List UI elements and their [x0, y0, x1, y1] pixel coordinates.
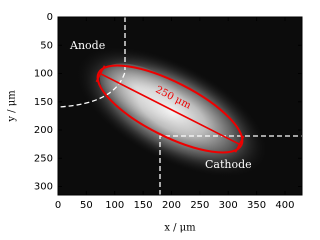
- ellipse-outline: [96, 64, 244, 154]
- x-tick-label: 150: [134, 200, 153, 211]
- cathode-label: Cathode: [205, 158, 252, 171]
- image: [58, 17, 302, 195]
- y-tick-label: 250: [34, 153, 53, 164]
- anode-label: Anode: [69, 39, 105, 52]
- plot-frame: [57, 16, 303, 196]
- y-tick-label: 50: [40, 40, 53, 51]
- x-tick-label: 350: [247, 200, 266, 211]
- y-tick-label: 200: [34, 125, 53, 136]
- x-tick-label: 100: [105, 200, 124, 211]
- x-tick-label: 200: [162, 200, 181, 211]
- y-tick-label: 100: [34, 69, 53, 80]
- cathode-boundary: [159, 135, 302, 195]
- x-tick-label: 0: [55, 200, 61, 211]
- x-tick-label: 50: [80, 200, 93, 211]
- y-tick-label: 300: [34, 182, 53, 193]
- x-tick-label: 300: [219, 200, 238, 211]
- anode-boundary: [58, 17, 126, 108]
- y-axis-label: y / μm: [7, 90, 18, 123]
- x-axis-label: x / μm: [164, 223, 196, 234]
- length-arrow: [95, 65, 245, 153]
- y-tick-label: 150: [34, 97, 53, 108]
- x-tick-label: 250: [190, 200, 209, 211]
- x-tick-label: 400: [275, 200, 294, 211]
- y-tick-label: 0: [47, 12, 53, 23]
